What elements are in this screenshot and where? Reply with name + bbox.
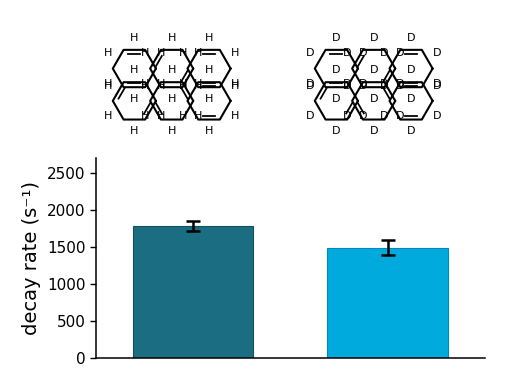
- Text: D: D: [306, 79, 314, 89]
- Text: D: D: [332, 94, 340, 104]
- Text: H: H: [141, 48, 149, 58]
- Text: H: H: [231, 111, 240, 121]
- Text: H: H: [178, 79, 187, 89]
- Text: D: D: [433, 48, 442, 58]
- Text: H: H: [104, 48, 112, 58]
- Text: H: H: [205, 126, 213, 136]
- Text: H: H: [205, 33, 213, 43]
- Text: H: H: [104, 79, 112, 89]
- Text: D: D: [343, 80, 351, 90]
- Text: D: D: [396, 48, 405, 58]
- Text: D: D: [332, 126, 340, 136]
- Text: H: H: [168, 126, 176, 136]
- Text: D: D: [380, 48, 389, 58]
- Text: H: H: [178, 111, 187, 121]
- Text: D: D: [359, 48, 367, 58]
- Text: D: D: [359, 79, 367, 89]
- Text: D: D: [343, 111, 351, 121]
- Text: H: H: [104, 111, 112, 121]
- Text: H: H: [194, 79, 203, 89]
- Text: H: H: [178, 80, 187, 90]
- Text: D: D: [306, 48, 314, 58]
- Text: H: H: [130, 126, 138, 136]
- Text: H: H: [205, 94, 213, 104]
- Text: H: H: [141, 79, 149, 89]
- Text: H: H: [168, 94, 176, 104]
- Text: D: D: [407, 126, 415, 136]
- Text: D: D: [343, 79, 351, 89]
- Text: D: D: [370, 65, 378, 75]
- Text: D: D: [306, 80, 314, 90]
- Text: H: H: [194, 80, 203, 90]
- Text: H: H: [104, 80, 112, 90]
- Text: D: D: [433, 79, 442, 89]
- Text: D: D: [396, 111, 405, 121]
- Text: D: D: [332, 33, 340, 43]
- Text: D: D: [396, 79, 405, 89]
- Text: H: H: [168, 65, 176, 75]
- Text: H: H: [178, 48, 187, 58]
- Text: D: D: [370, 33, 378, 43]
- Text: H: H: [157, 79, 165, 89]
- Text: H: H: [157, 111, 165, 121]
- Y-axis label: decay rate (s⁻¹): decay rate (s⁻¹): [23, 181, 41, 335]
- Text: H: H: [231, 79, 240, 89]
- Text: H: H: [130, 65, 138, 75]
- Text: D: D: [407, 94, 415, 104]
- Text: H: H: [231, 80, 240, 90]
- Text: D: D: [359, 80, 367, 90]
- Text: D: D: [396, 80, 405, 90]
- Text: H: H: [157, 80, 165, 90]
- Text: H: H: [231, 48, 240, 58]
- Text: D: D: [370, 126, 378, 136]
- Text: D: D: [306, 111, 314, 121]
- Text: H: H: [141, 80, 149, 90]
- Text: D: D: [407, 33, 415, 43]
- Text: D: D: [370, 94, 378, 104]
- Text: D: D: [407, 65, 415, 75]
- Text: H: H: [168, 33, 176, 43]
- Text: D: D: [433, 80, 442, 90]
- Text: H: H: [194, 111, 203, 121]
- Text: D: D: [433, 111, 442, 121]
- Text: D: D: [332, 65, 340, 75]
- Text: H: H: [205, 65, 213, 75]
- Text: H: H: [157, 48, 165, 58]
- Text: D: D: [380, 79, 389, 89]
- Bar: [327, 248, 448, 358]
- Text: H: H: [141, 111, 149, 121]
- Text: H: H: [194, 48, 203, 58]
- Text: D: D: [359, 111, 367, 121]
- Text: D: D: [380, 111, 389, 121]
- Text: H: H: [130, 33, 138, 43]
- Text: H: H: [130, 94, 138, 104]
- Text: D: D: [343, 48, 351, 58]
- Text: D: D: [380, 80, 389, 90]
- Bar: [133, 226, 254, 358]
